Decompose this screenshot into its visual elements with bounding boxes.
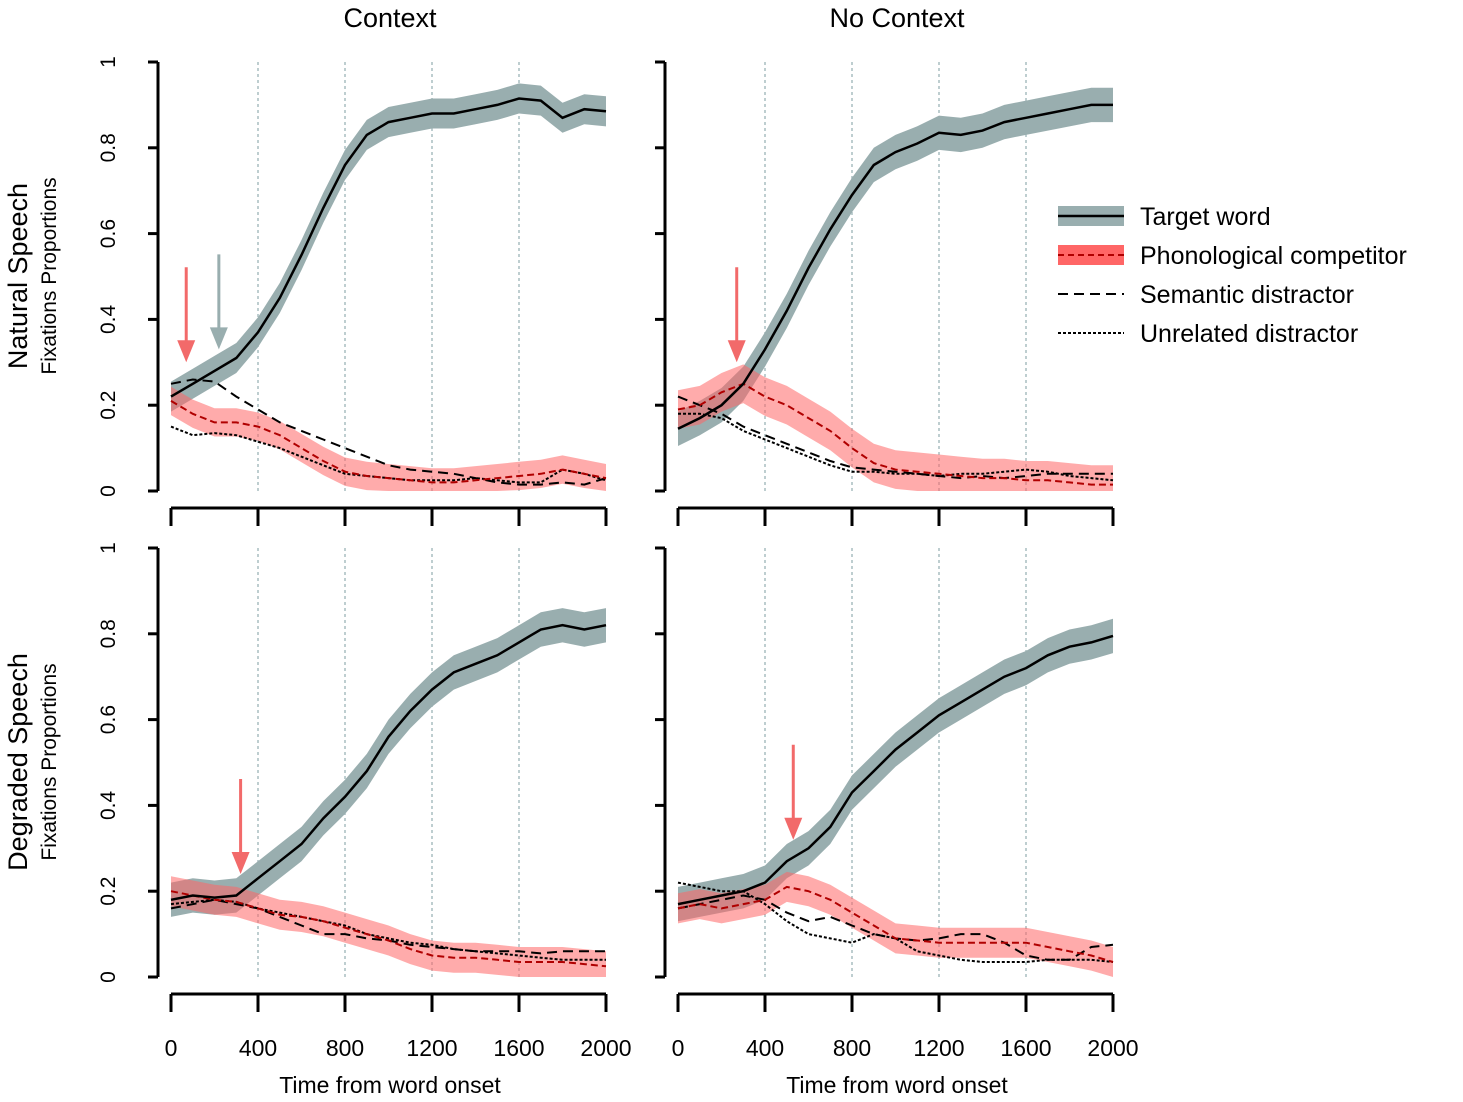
arrow-red-head — [177, 340, 196, 363]
target-ci-band — [171, 608, 606, 917]
legend-label-semantic: Semantic distractor — [1140, 281, 1354, 309]
phonological-line — [170, 890, 607, 968]
x-tick-label: 0 — [165, 1035, 178, 1061]
x-tick-label: 2000 — [1087, 1035, 1138, 1061]
row-title-natural: Natural Speech — [3, 183, 33, 369]
arrow-gray-head — [209, 327, 228, 350]
semantic-line — [677, 395, 1113, 480]
ylabel-top: Fixations Proportions — [38, 177, 61, 374]
phonological-ci-band — [678, 871, 1113, 977]
target-ci-band — [678, 618, 1113, 922]
y-tick-label: 0.6 — [97, 705, 120, 734]
y-tick-label: 0.4 — [97, 790, 120, 820]
semantic-line — [170, 378, 607, 486]
x-tick-label: 400 — [746, 1035, 784, 1061]
target-line — [170, 623, 607, 902]
target-line — [170, 97, 607, 398]
row-title-degraded: Degraded Speech — [3, 653, 33, 871]
x-tick-label: 1600 — [1000, 1035, 1051, 1061]
y-tick-label: 0.8 — [97, 619, 120, 648]
xlabel-left: Time from word onset — [279, 1072, 501, 1098]
y-tick-label: 0.4 — [97, 304, 120, 334]
panel-degraded-speech-no-context: 0 400 800 1200 1600 2000 — [655, 546, 1139, 1061]
legend-label-unrelated: Unrelated distractor — [1140, 320, 1358, 348]
x-tick-label: 1200 — [913, 1035, 964, 1061]
y-tick-label: 0.8 — [97, 133, 120, 162]
phonological-line — [677, 382, 1113, 486]
x-tick-label: 400 — [239, 1035, 277, 1061]
y-tick-label: 0.2 — [97, 391, 120, 420]
x-tick-label: 1200 — [406, 1035, 457, 1061]
y-tick-label: 1 — [97, 56, 120, 68]
phonological-ci-band — [678, 364, 1113, 491]
x-tick-label: 2000 — [580, 1035, 631, 1061]
phonological-line — [677, 885, 1114, 963]
y-tick-label: 0.2 — [97, 877, 120, 906]
x-tick-label: 1600 — [493, 1035, 544, 1061]
x-tick-label: 800 — [326, 1035, 364, 1061]
legend-label-phonological: Phonological competitor — [1140, 242, 1407, 270]
target-line — [677, 103, 1113, 430]
legend-label-target: Target word — [1140, 203, 1271, 231]
y-tick-label: 0 — [97, 971, 120, 983]
panel-natural-speech-context: 0 0.2 0.4 0.6 0.8 1 — [97, 56, 608, 526]
y-tick-label: 0 — [97, 485, 120, 497]
arrow-red-head — [727, 340, 746, 363]
x-tick-label: 0 — [672, 1035, 685, 1061]
arrow-red-head — [231, 852, 250, 875]
target-ci-band — [171, 83, 606, 412]
panel-natural-speech-no-context — [655, 60, 1115, 526]
phonological-line — [170, 400, 607, 484]
unrelated-line — [678, 412, 1114, 482]
panel-degraded-speech-context: 0 0.2 0.4 0.6 0.8 1 0 400 800 1200 1600 2000 — [97, 542, 632, 1061]
x-tick-label: 800 — [833, 1035, 871, 1061]
arrow-red-head — [784, 817, 803, 840]
legend: Target word Phonological competitor Sema… — [1058, 203, 1407, 348]
y-tick-label: 1 — [97, 542, 120, 554]
xlabel-right: Time from word onset — [786, 1072, 1008, 1098]
col-title-no-context: No Context — [829, 3, 965, 33]
phonological-ci-band — [171, 386, 606, 491]
y-tick-label: 0.6 — [97, 219, 120, 248]
phonological-ci-band — [171, 876, 606, 977]
unrelated-line — [170, 898, 606, 961]
ylabel-bottom: Fixations Proportions — [38, 663, 61, 860]
target-line — [677, 634, 1114, 906]
col-title-context: Context — [343, 3, 437, 33]
